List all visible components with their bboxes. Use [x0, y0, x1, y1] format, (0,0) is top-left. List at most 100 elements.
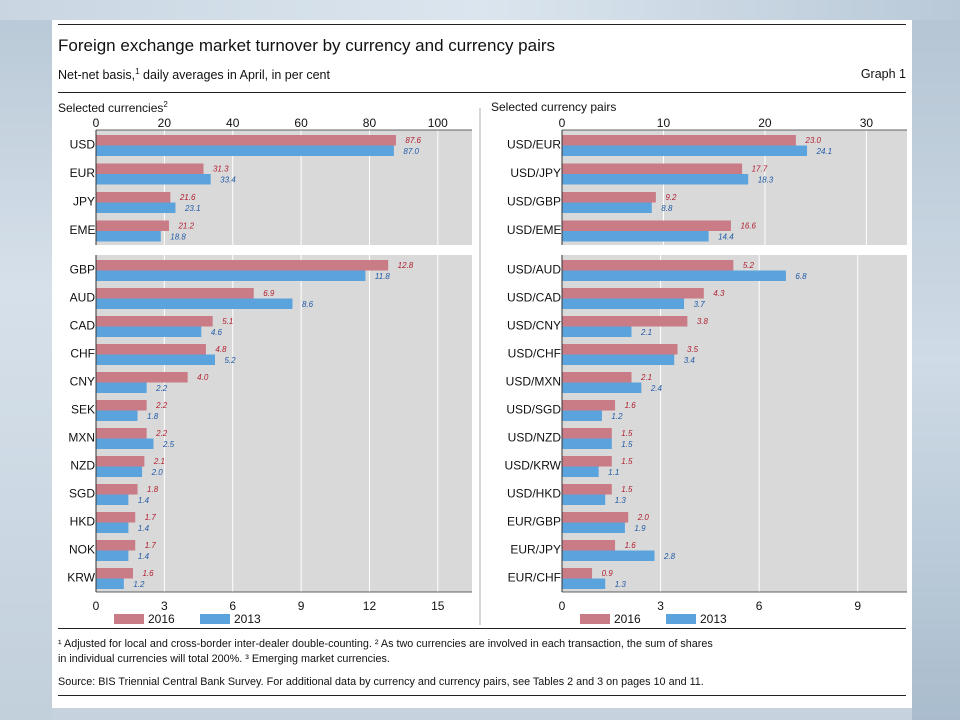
- data-label-2016: 4.3: [713, 289, 725, 298]
- footnote-1: ¹ Adjusted for local and cross-border in…: [58, 638, 713, 650]
- data-label-2016: 1.6: [142, 569, 154, 578]
- data-label-2016: 2.0: [637, 513, 650, 522]
- category-label: USD/MXN: [506, 375, 561, 389]
- bar-2016: [96, 484, 138, 495]
- bar-2013: [562, 438, 612, 449]
- data-label-2013: 2.2: [155, 384, 168, 393]
- category-label: EUR/GBP: [507, 515, 561, 529]
- data-label-2013: 1.3: [615, 580, 627, 589]
- data-label-2016: 1.5: [621, 457, 633, 466]
- data-label-2013: 87.0: [403, 147, 419, 156]
- data-label-2013: 5.2: [224, 356, 236, 365]
- data-label-2013: 1.4: [138, 524, 150, 533]
- bar-2013: [96, 326, 202, 337]
- category-label: USD: [70, 138, 96, 152]
- category-label: USD/KRW: [505, 459, 562, 473]
- bar-2013: [96, 522, 129, 533]
- data-label-2016: 2.2: [155, 429, 168, 438]
- category-label: HKD: [70, 515, 96, 529]
- bar-2016: [562, 135, 796, 146]
- category-label: SEK: [71, 403, 95, 417]
- background-right-strip: [912, 0, 960, 720]
- category-label: USD/EME3: [507, 222, 567, 237]
- data-label-2013: 1.8: [147, 412, 159, 421]
- legend-swatch-2013: [200, 614, 230, 624]
- data-label-2013: 2.0: [151, 468, 164, 477]
- chart0-panel1-tick-label: 6: [229, 599, 236, 613]
- data-label-2013: 1.2: [611, 412, 623, 421]
- chart0-panel1-tick-label: 12: [363, 599, 377, 613]
- data-label-2013: 1.3: [615, 496, 627, 505]
- category-label: USD/CAD: [507, 291, 561, 305]
- bar-2013: [96, 231, 161, 242]
- data-label-2016: 31.3: [213, 165, 229, 174]
- data-label-2013: 24.1: [816, 147, 833, 156]
- top-rule: [58, 24, 906, 25]
- data-label-2013: 1.1: [608, 468, 619, 477]
- chart0-panel1-tick-label: 15: [431, 599, 445, 613]
- category-label: USD/HKD: [507, 487, 561, 501]
- right-chart-title-text: Selected currency pairs: [491, 100, 617, 114]
- subtitle-text: Net-net basis,: [58, 68, 136, 83]
- data-label-2013: 33.4: [220, 176, 236, 185]
- graph-number: Graph 1: [860, 67, 906, 81]
- bar-2016: [96, 288, 254, 299]
- chart0-panel0-tick-label: 40: [226, 116, 240, 130]
- data-label-2013: 18.3: [758, 176, 774, 185]
- right-chart-title: Selected currency pairs: [491, 100, 616, 114]
- data-label-2016: 5.1: [222, 317, 233, 326]
- chart1-panel1-tick-label: 3: [657, 599, 664, 613]
- data-label-2013: 4.6: [211, 328, 223, 337]
- category-label: NZD: [70, 459, 95, 473]
- data-label-2013: 1.4: [138, 552, 150, 561]
- bar-2016: [96, 400, 147, 411]
- legend-swatch-2016: [114, 614, 144, 624]
- bar-2013: [96, 202, 176, 213]
- chart-subtitle: Net-net basis,1 daily averages in April,…: [58, 67, 330, 82]
- bar-2013: [562, 410, 602, 421]
- header-rule: [58, 92, 906, 93]
- bar-2013: [96, 174, 211, 185]
- data-label-2016: 12.8: [398, 261, 414, 270]
- bar-2013: [96, 382, 147, 393]
- data-label-2016: 5.2: [743, 261, 755, 270]
- bar-2016: [562, 400, 616, 411]
- bar-2013: [562, 231, 709, 242]
- subtitle-footnote-mark: 1: [135, 67, 140, 76]
- bar-2016: [562, 484, 612, 495]
- bar-2016: [96, 135, 396, 146]
- data-label-2013: 1.9: [634, 524, 646, 533]
- data-label-2016: 4.0: [197, 373, 209, 382]
- chart1-panel1-tick-label: 0: [559, 599, 566, 613]
- category-label: CHF: [70, 347, 95, 361]
- data-label-2013: 3.7: [694, 300, 706, 309]
- category-label: USD/GBP: [507, 195, 561, 209]
- footnote-2: in individual currencies will total 200%…: [58, 653, 390, 665]
- chart0-panel0-tick-label: 60: [294, 116, 308, 130]
- bottom-rule: [58, 695, 906, 696]
- category-label: JPY: [73, 195, 95, 209]
- data-label-2013: 11.8: [375, 272, 391, 281]
- data-label-2016: 87.6: [405, 136, 421, 145]
- data-label-2013: 1.5: [621, 440, 633, 449]
- data-label-2013: 2.8: [663, 552, 676, 561]
- bar-2013: [96, 578, 124, 589]
- category-label: USD/CHF: [508, 347, 561, 361]
- graph-slide: Foreign exchange market turnover by curr…: [52, 20, 912, 708]
- data-label-2013: 6.8: [795, 272, 807, 281]
- bar-2013: [562, 354, 675, 365]
- bar-2013: [562, 382, 642, 393]
- data-label-2016: 21.6: [179, 193, 196, 202]
- category-label: EUR/JPY: [510, 543, 561, 557]
- bar-2016: [96, 428, 147, 439]
- left-chart-title-footnote: 2: [163, 100, 168, 109]
- bar-2013: [562, 522, 625, 533]
- chart-bottom-rule: [58, 628, 906, 629]
- background-left-strip: [0, 0, 52, 720]
- category-label: USD/SGD: [506, 403, 561, 417]
- bar-2013: [96, 438, 154, 449]
- data-label-2016: 1.5: [621, 429, 633, 438]
- chart1-panel0-tick-label: 10: [657, 116, 671, 130]
- legend-label-2013: 2013: [700, 612, 727, 626]
